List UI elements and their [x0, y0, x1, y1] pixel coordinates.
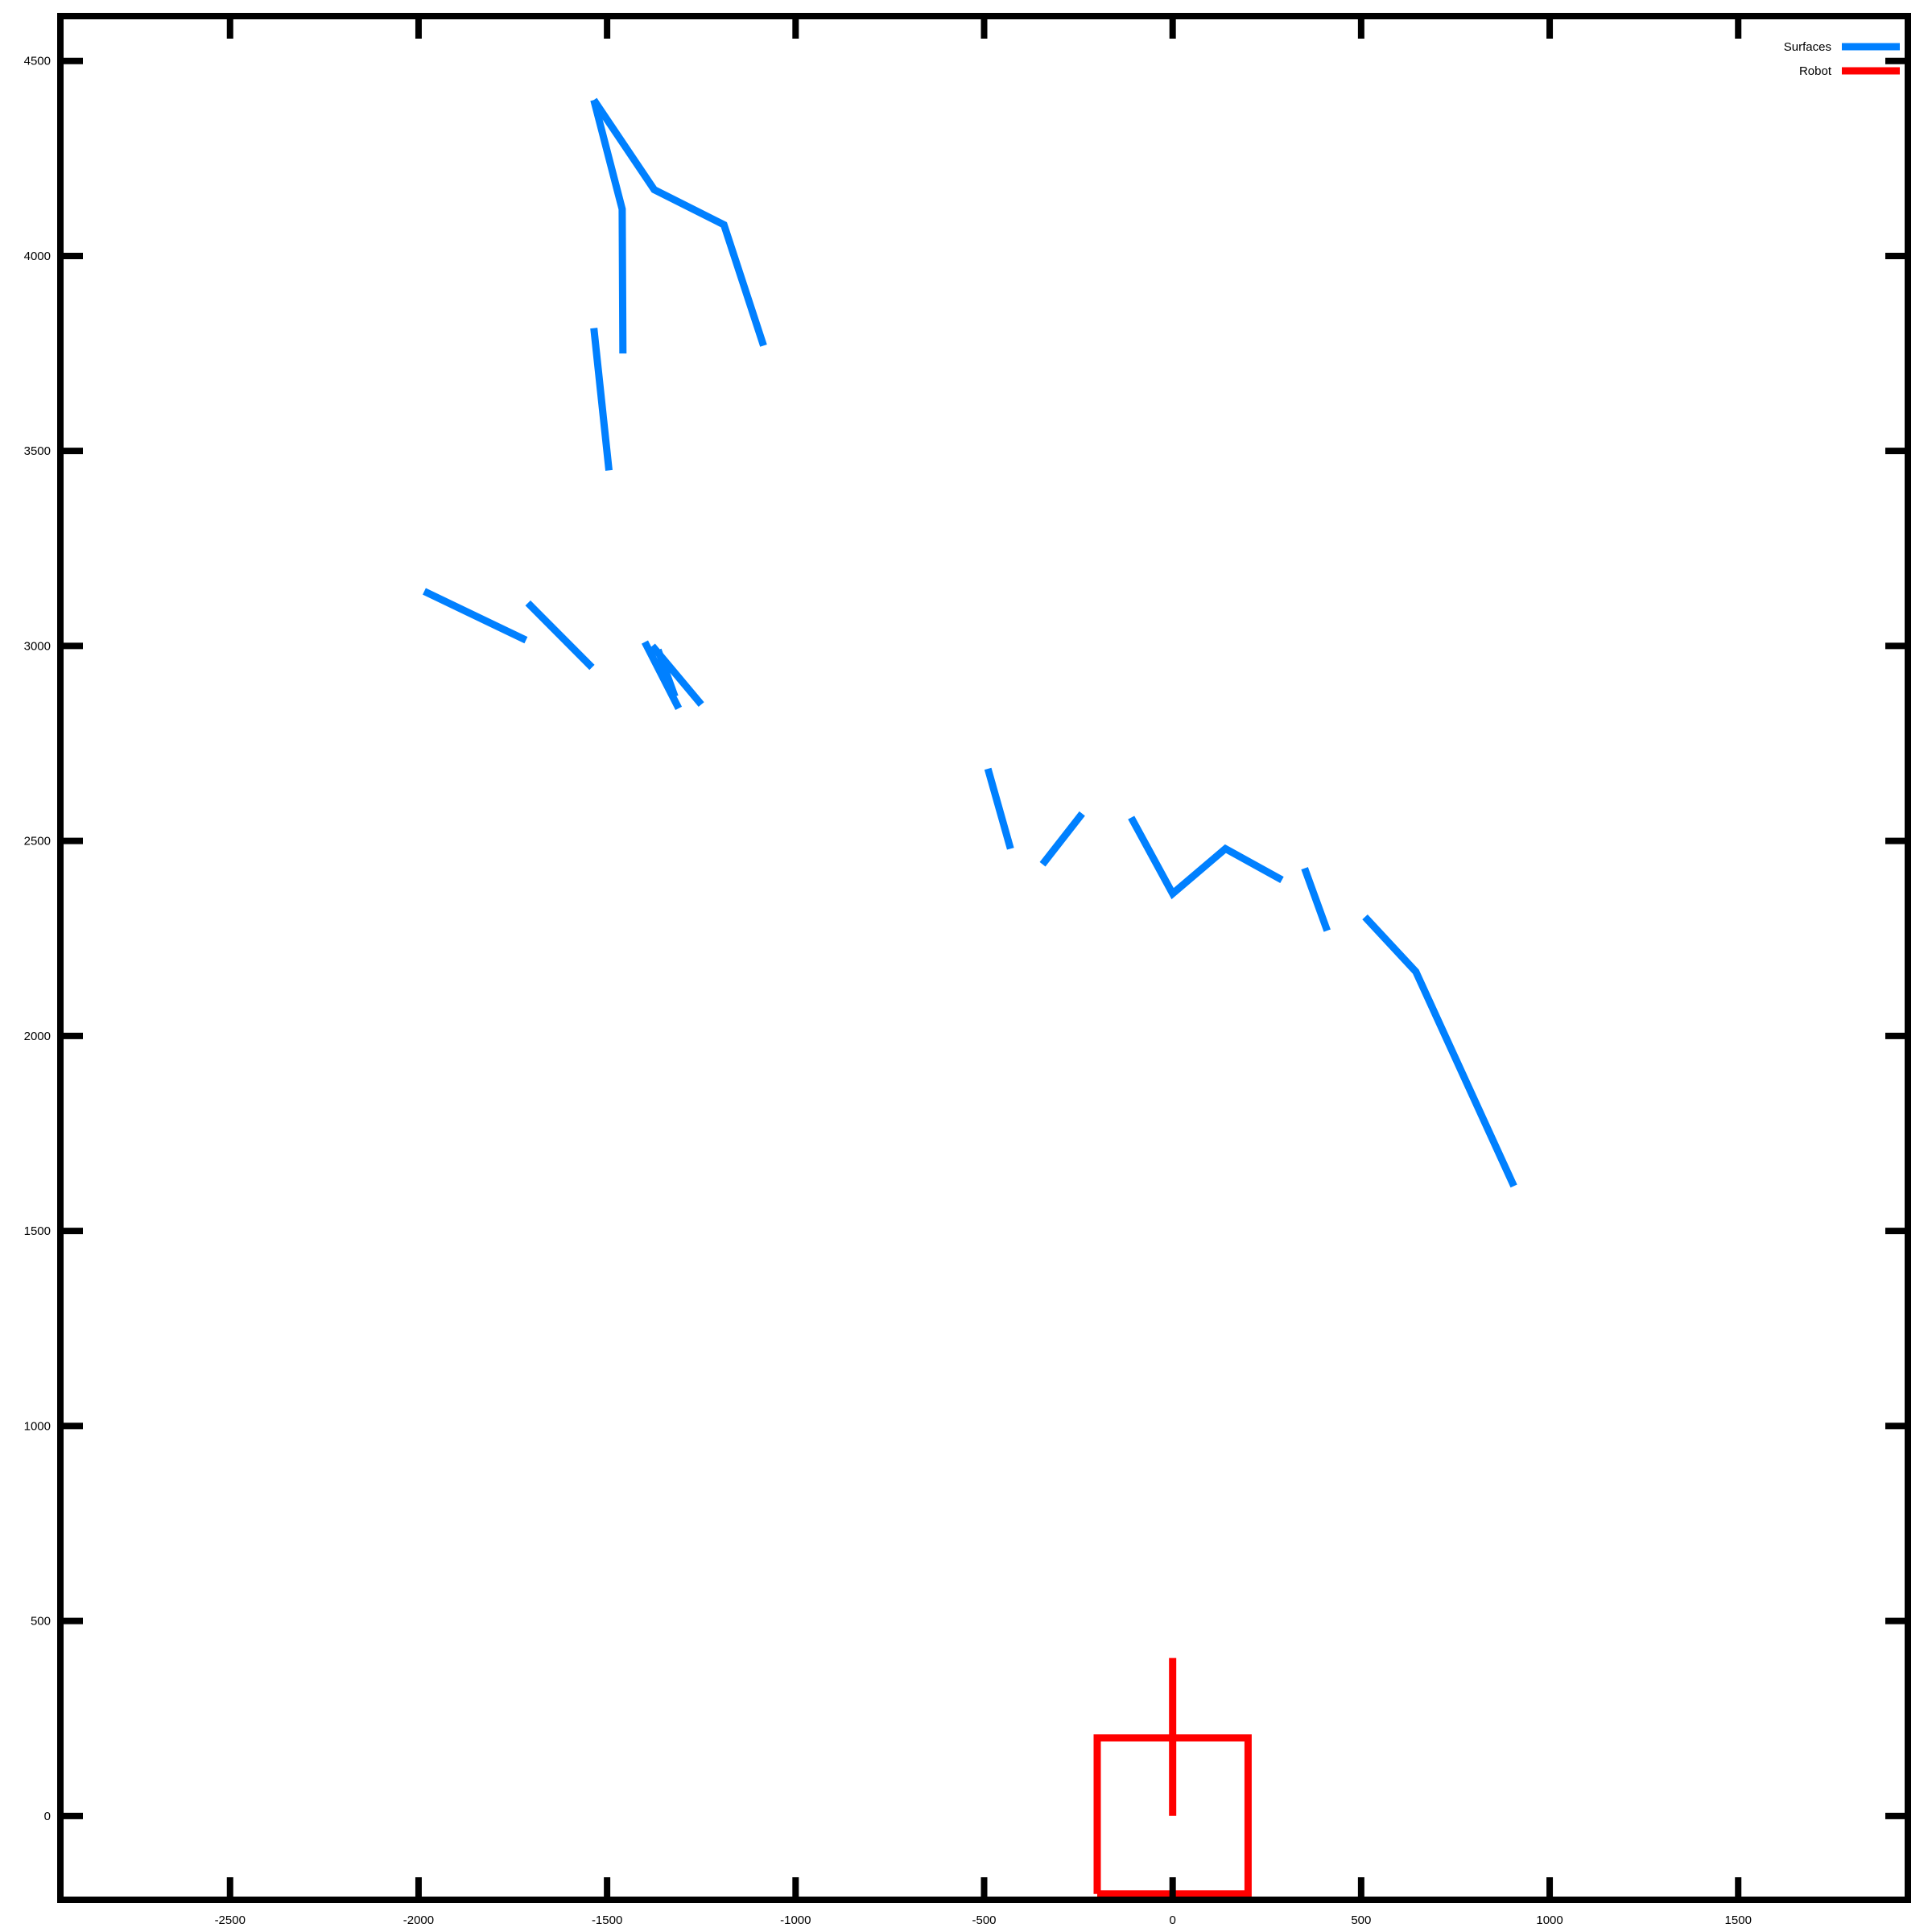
- y-tick-label: 500: [31, 1615, 51, 1629]
- x-tick-label: -1000: [780, 1913, 811, 1927]
- y-tick-label: 2000: [24, 1030, 51, 1043]
- legend-item-robot: Robot: [1799, 64, 1900, 78]
- x-tick-label: -2500: [215, 1913, 246, 1927]
- y-tick-label: 4500: [24, 55, 51, 68]
- surfaces-segment-3: [423, 588, 528, 644]
- surfaces-segment-8: [984, 767, 1014, 850]
- y-tick-label: 3500: [24, 444, 51, 458]
- surfaces-segment-0: [590, 97, 767, 347]
- surfaces-segment-7: [654, 648, 679, 698]
- x-tick-label: -500: [972, 1913, 996, 1927]
- y-tick-label: 1500: [24, 1224, 51, 1238]
- robot-segment-0: [1093, 1734, 1252, 1898]
- x-tick-label: 500: [1351, 1913, 1371, 1927]
- legend-label: Surfaces: [1784, 40, 1831, 54]
- surfaces-segment-4: [525, 600, 595, 671]
- y-tick-label: 3000: [24, 639, 51, 653]
- y-tick-label: 0: [44, 1810, 51, 1823]
- y-tick-label: 2500: [24, 835, 51, 848]
- y-tick-label: 1000: [24, 1419, 51, 1433]
- legend: Surfaces Robot: [1784, 40, 1900, 78]
- x-tick-label: -1500: [592, 1913, 622, 1927]
- legend-item-surfaces: Surfaces: [1784, 40, 1900, 54]
- surfaces-segment-9: [1039, 811, 1085, 867]
- surfaces-segment-11: [1301, 867, 1331, 932]
- surfaces-segment-12: [1362, 914, 1517, 1188]
- surfaces-segment-1: [590, 99, 627, 354]
- x-tick-label: -2000: [403, 1913, 434, 1927]
- legend-label: Robot: [1799, 64, 1832, 78]
- surfaces-segment-10: [1128, 815, 1284, 900]
- x-tick-label: 1000: [1536, 1913, 1563, 1927]
- surfaces-segment-2: [590, 328, 613, 471]
- series-layer: [423, 97, 1517, 1898]
- x-tick-label: 1500: [1725, 1913, 1752, 1927]
- series-robot: [1093, 1657, 1252, 1898]
- x-tick-label: 0: [1170, 1913, 1176, 1927]
- series-surfaces: [423, 97, 1517, 1188]
- ticks-layer: -2500 -2000 -1500 -1000 -500 0 500 1000 1500 0 500…: [24, 16, 1908, 1927]
- y-tick-label: 4000: [24, 250, 51, 263]
